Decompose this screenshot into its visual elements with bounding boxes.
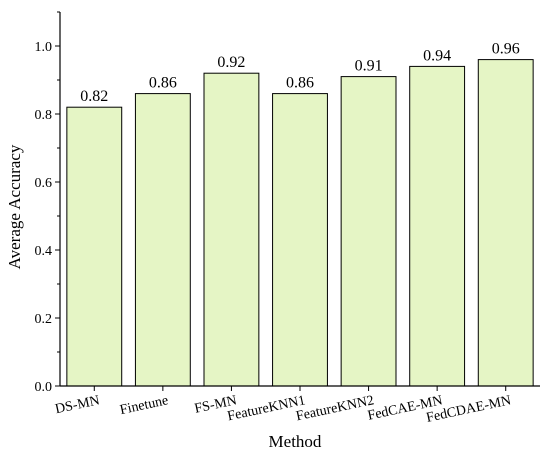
y-tick-label: 0.6: [35, 176, 53, 191]
x-axis-title: Method: [269, 432, 322, 451]
y-tick-label: 0.0: [35, 380, 53, 395]
data-label: 0.86: [286, 75, 314, 92]
x-tick-label: FeatureKNN2: [295, 393, 376, 424]
data-label: 0.86: [149, 75, 177, 92]
bar-fedcdae-mn: [477, 59, 534, 387]
y-axis-ticks: 0.0 0.2 0.4 0.6 0.8 1.0: [35, 11, 60, 395]
data-labels-group: 0.82 0.86 0.92 0.86 0.91 0.94 0.96: [80, 41, 519, 106]
bar-featureknn1: [272, 93, 328, 387]
bar-ds-mn: [66, 106, 123, 387]
data-label: 0.82: [80, 88, 108, 105]
data-label: 0.96: [492, 41, 520, 58]
y-tick-label: 1.0: [35, 40, 53, 55]
x-tick-label: Finetune: [119, 393, 170, 418]
bar-finetune: [134, 93, 191, 387]
x-tick-label: DS-MN: [54, 393, 101, 417]
bars-group: [66, 59, 534, 387]
data-label: 0.94: [423, 47, 451, 64]
y-tick-label: 0.4: [35, 244, 53, 259]
x-axis-ticks: DS-MN Finetune FS-MNFeatureKNN1FeatureKNN2…: [54, 386, 513, 426]
bar-fedcae-mn: [409, 65, 466, 387]
y-tick-label: 0.8: [35, 108, 53, 123]
data-label: 0.91: [355, 58, 383, 75]
bar-fs-mn: [203, 72, 260, 387]
y-tick-label: 0.2: [35, 312, 53, 327]
y-axis-title: Average Accuracy: [5, 144, 24, 269]
bar-featureknn2: [340, 76, 397, 387]
data-label: 0.92: [217, 54, 245, 71]
